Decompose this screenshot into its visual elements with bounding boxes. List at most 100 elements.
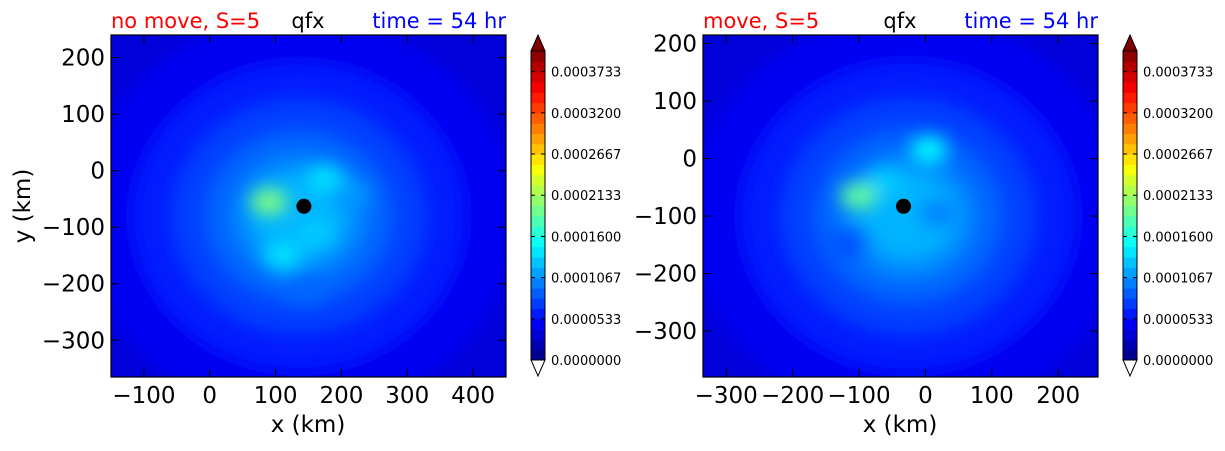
p2-field-feature — [910, 136, 948, 164]
panel2-title-left: move, S=5 — [703, 9, 819, 33]
colorbar2-segment — [1123, 215, 1137, 227]
colorbar1-segment — [531, 339, 545, 351]
colorbar2-segment — [1123, 205, 1137, 217]
p2-xtick-label: 0 — [918, 383, 933, 409]
colorbar1-segment — [531, 102, 545, 114]
colorbar2-tick-label: 0.0002133 — [1143, 189, 1213, 204]
colorbar2-tick-label: 0.0000000 — [1143, 354, 1213, 369]
colorbar1-tick-label: 0.0001067 — [551, 272, 621, 287]
panel2-center-marker — [895, 198, 911, 214]
panel2-field — [703, 35, 1098, 377]
colorbar2-segment — [1123, 184, 1137, 196]
p2-field-feature — [840, 182, 878, 210]
p1-xtick-label: 100 — [254, 383, 298, 409]
p1-field-feature — [332, 180, 370, 207]
colorbar2-segment — [1123, 277, 1137, 289]
colorbar2-tick-label: 0.0002667 — [1143, 148, 1213, 163]
colorbar2-segment — [1123, 318, 1137, 330]
colorbar2-segment — [1123, 112, 1137, 124]
colorbar2-tick-label: 0.0003733 — [1143, 66, 1213, 81]
colorbar1-segment — [531, 298, 545, 310]
colorbar1-tick-label: 0.0002667 — [551, 148, 621, 163]
panel2-plot-area — [703, 35, 1098, 377]
p1-xtick-label: 400 — [451, 383, 495, 409]
p1-xtick-label: 0 — [202, 383, 217, 409]
panel1-field — [111, 35, 506, 377]
colorbar1-tick-label: 0.0003733 — [551, 66, 621, 81]
p2-xtick-label: −200 — [761, 383, 824, 409]
p2-ytick-label: −200 — [634, 262, 697, 288]
colorbar1-segment — [531, 329, 545, 340]
colorbar2-tick-label: 0.0003200 — [1143, 107, 1213, 122]
panel1-y-ticks: 200 100 0 −100 −200 −300 — [42, 46, 506, 354]
colorbar2-frame — [1122, 50, 1138, 361]
p1-ytick-label: 100 — [61, 102, 105, 128]
colorbar2-segment — [1123, 257, 1137, 268]
colorbar1-segment — [531, 236, 545, 248]
colorbar2-segment — [1123, 329, 1137, 340]
panel1-title-center: qfx — [291, 9, 324, 33]
colorbar1-extend-max — [530, 33, 546, 52]
colorbar1-extend-min — [530, 359, 546, 378]
colorbar1-tick-label: 0.0000533 — [551, 313, 621, 328]
panel-no-move: no move, S=5 qfx time = 54 hr −100 0 100 20… — [10, 9, 507, 438]
colorbar2-segment — [1123, 154, 1137, 165]
colorbar1-segment — [531, 133, 545, 145]
colorbar1-segment — [531, 164, 545, 176]
p2-xtick-label: −300 — [695, 383, 758, 409]
colorbar1-segment — [531, 81, 545, 93]
p2-xtick-label: 200 — [1036, 383, 1080, 409]
colorbar1-tick-label: 0.0000000 — [551, 354, 621, 369]
colorbar1-segment — [531, 92, 545, 104]
p1-field-feature — [263, 242, 301, 269]
panel-move: move, S=5 qfx time = 54 hr −300 −200 −100 0… — [634, 9, 1099, 438]
colorbar1-segment — [531, 112, 545, 124]
colorbar2-segment — [1123, 298, 1137, 310]
colorbar1-frame — [530, 50, 546, 361]
colorbar2-segment — [1123, 246, 1137, 258]
panel1-title-left: no move, S=5 — [111, 9, 260, 33]
panel1-x-ticks: −100 0 100 200 300 400 — [112, 35, 495, 409]
colorbar1-segment — [531, 174, 545, 186]
colorbar1-tick-label: 0.0001600 — [551, 230, 621, 245]
panel1-plot-area — [111, 35, 506, 377]
panel2-x-ticks: −300 −200 −100 0 100 200 — [695, 35, 1080, 409]
p1-ytick-label: −100 — [42, 215, 105, 241]
colorbar1-segment — [531, 51, 545, 62]
p2-xtick-label: −100 — [827, 383, 890, 409]
colorbar1-segment — [531, 71, 545, 83]
p2-ytick-label: −100 — [634, 204, 697, 230]
colorbar1-segment — [531, 277, 545, 289]
colorbar2-segment — [1123, 133, 1137, 145]
colorbar1-segment — [531, 349, 545, 361]
colorbar2-tick-label: 0.0001600 — [1143, 230, 1213, 245]
p1-field-feature — [306, 165, 344, 193]
p2-ytick-label: 100 — [653, 89, 697, 115]
colorbar2-segment — [1123, 92, 1137, 104]
colorbar1-tick-label: 0.0003200 — [551, 107, 621, 122]
colorbar1-segment — [531, 184, 545, 196]
colorbar1-segment — [531, 61, 545, 73]
colorbar2-segment — [1123, 236, 1137, 248]
panel1-center-marker — [296, 198, 312, 214]
colorbar1-segment — [531, 246, 545, 258]
p2-field-feature — [827, 231, 865, 259]
colorbar1-segment — [531, 318, 545, 330]
p1-xtick-label: −100 — [112, 383, 175, 409]
colorbar1-segment — [531, 205, 545, 217]
colorbar-2: 0.0000000 0.0000533 0.0001067 0.0001600 0.00… — [1122, 33, 1213, 378]
colorbar2-segment — [1123, 123, 1137, 134]
p1-xtick-label: 200 — [319, 383, 363, 409]
panel2-y-ticks: 200 100 0 −100 −200 −300 — [634, 32, 1098, 345]
p1-ytick-label: 0 — [90, 159, 105, 185]
colorbar1-segment — [531, 267, 545, 279]
colorbar1-segment — [531, 308, 545, 320]
p1-ytick-label: 200 — [61, 46, 105, 72]
colorbar1-segment — [531, 143, 545, 155]
panel1-frame — [110, 34, 507, 378]
p1-field-feature — [286, 276, 324, 303]
colorbar-1: 0.0000000 0.0000533 0.0001067 0.0001600 0.00… — [530, 33, 621, 378]
panel2-features — [827, 136, 958, 259]
panel2-title-right: time = 54 hr — [964, 9, 1098, 33]
